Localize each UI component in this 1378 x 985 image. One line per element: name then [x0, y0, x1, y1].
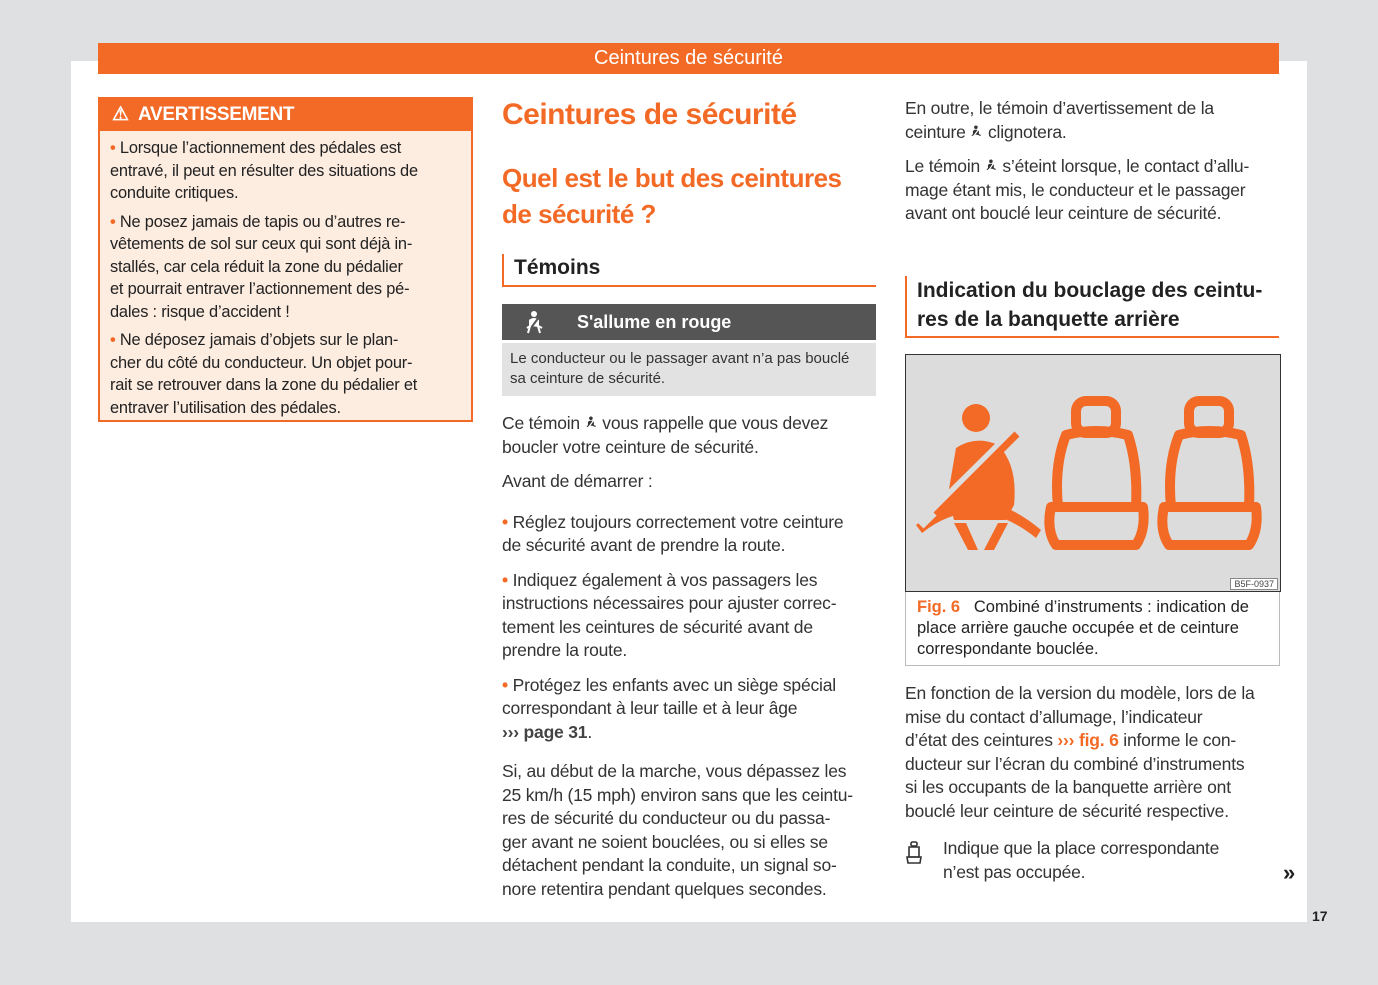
warning-body: • Lorsque l’actionnement des pédales est… [100, 131, 471, 419]
right-text: En outre, le témoin d’avertissement de l… [905, 97, 1285, 237]
empty-seat-icon [905, 837, 923, 895]
bullet-icon: • [110, 139, 116, 157]
paragraph: Avant de démarrer : [502, 471, 653, 491]
warning-title: AVERTISSEMENT [138, 104, 295, 125]
right-text-lower: En fonction de la version du modèle, lor… [905, 682, 1285, 895]
seatbelt-icon [524, 310, 546, 346]
seatbelt-inline-icon [586, 416, 596, 430]
warning-item: • Ne posez jamais de tapis ou d’autres r… [110, 212, 413, 321]
list-item: • Réglez toujours correctement votre cei… [502, 511, 844, 556]
page-link[interactable]: ››› page 31 [502, 721, 588, 742]
bullet-icon: • [110, 212, 116, 231]
paragraph: Si, au début de la marche, vous dépassez… [502, 761, 853, 899]
seat-occupancy-illustration [916, 396, 1262, 550]
bullet-icon: • [502, 569, 508, 590]
list-item: • Indiquez également à vos passagers les… [502, 569, 837, 661]
list-item: • Protégez les enfants avec un siège spé… [502, 674, 836, 742]
section-temoins: Témoins [502, 254, 876, 287]
legend-text: Indique que la place correspondante n’est… [943, 838, 1220, 882]
warning-item: • Lorsque l’actionnement des pédales est… [110, 139, 418, 202]
fig-link[interactable]: ››› fig. 6 [1057, 730, 1119, 750]
subtitle: Quel est le but des ceintures de sécurité… [502, 163, 842, 229]
warning-triangle-icon: ⚠ [112, 104, 129, 125]
paragraph: Ce témoin vous rappelle que vous devez bo… [502, 413, 829, 457]
figure-seat-indicator: B5F-0937 [905, 354, 1281, 592]
paragraph: Le témoin s’éteint lorsque, le contact d… [905, 156, 1250, 223]
lamp-label: S'allume en rouge [577, 312, 732, 332]
warning-item: • Ne déposez jamais d’objets sur le plan… [110, 331, 418, 417]
seatbelt-inline-icon [986, 159, 996, 173]
warning-header: ⚠ AVERTISSEMENT [100, 99, 471, 131]
continued-marker: » [1283, 860, 1296, 885]
lamp-header: S'allume en rouge [502, 304, 876, 340]
main-text: Ce témoin vous rappelle que vous devez bo… [502, 412, 882, 912]
section-rear-belts: Indication du bouclage des ceintu-res de… [905, 276, 1279, 338]
belted-passenger-icon [916, 404, 1041, 550]
paragraph: En outre, le témoin d’avertissement de l… [905, 98, 1214, 142]
seatbelt-inline-icon [971, 125, 982, 138]
warning-box: ⚠ AVERTISSEMENT • Lorsque l’actionnement… [98, 97, 473, 422]
chapter-header: Ceintures de sécurité [98, 43, 1279, 74]
lamp-description: Le conducteur ou le passager avant n’a p… [502, 343, 876, 396]
rear-seat-icons [1044, 396, 1262, 550]
figure-caption: Fig. 6 Combiné d’instruments : indicatio… [905, 592, 1280, 666]
page-number: 17 [1312, 908, 1328, 924]
paragraph: En fonction de la version du modèle, lor… [905, 683, 1255, 821]
bullet-icon: • [110, 331, 116, 349]
figure-code: B5F-0937 [1230, 578, 1278, 590]
figure-label: Fig. 6 [917, 598, 961, 616]
page-title: Ceintures de sécurité [502, 98, 797, 131]
seat-legend-item: Indique que la place correspondante n’est… [905, 837, 1285, 895]
bullet-icon: • [502, 674, 508, 695]
bullet-icon: • [502, 511, 508, 532]
